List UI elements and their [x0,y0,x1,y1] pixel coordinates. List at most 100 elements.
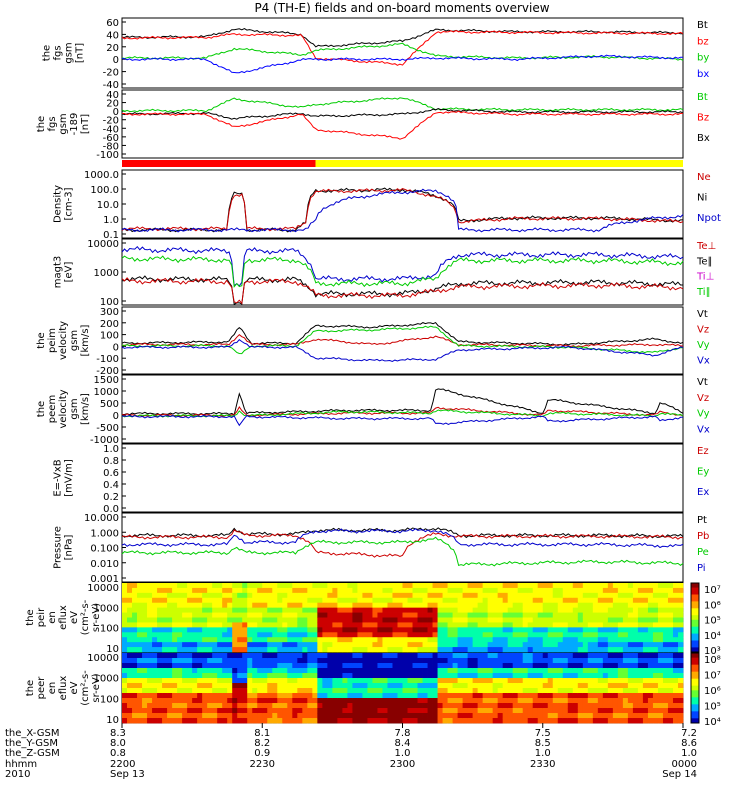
heatmap-cell [227,678,233,684]
heatmap-cell [392,617,398,623]
heatmap-cell [677,597,684,604]
heatmap-cell [187,698,193,704]
y-tick-label: -40 [103,80,119,91]
heatmap-cell [607,612,614,618]
heatmap-cell [527,592,534,599]
heatmap-cell [252,698,258,704]
heatmap-cell [167,663,173,669]
heatmap-cell [612,703,619,709]
heatmap-cell [202,632,208,638]
heatmap-cell [627,627,634,633]
heatmap-cell [317,587,323,594]
heatmap-cell [187,602,193,609]
heatmap-cell [352,693,358,699]
heatmap-cell [557,718,564,724]
heatmap-cell [367,637,373,643]
heatmap-cell [252,642,258,648]
heatmap-cell [362,632,368,638]
heatmap-cell [512,597,519,604]
heatmap-cell [502,587,509,594]
heatmap-cell [617,653,624,659]
heatmap-cell [592,647,599,653]
heatmap-cell [362,637,368,643]
heatmap-cell [207,673,213,679]
heatmap-cell [562,637,569,643]
heatmap-cell [527,627,534,633]
heatmap-cell [272,668,278,674]
heatmap-cell [277,627,283,633]
heatmap-cell [352,617,358,623]
heatmap-cell [502,647,509,653]
heatmap-cell [677,637,684,643]
heatmap-cell [302,587,308,594]
heatmap-cell [427,703,433,709]
heatmap-cell [447,647,453,653]
heatmap-cell [572,627,579,633]
heatmap-cell [212,647,218,653]
heatmap-cell [657,683,664,689]
heatmap-cell [187,653,193,659]
heatmap-cell [327,612,333,618]
y-tick-label: 1000 [94,603,119,614]
heatmap-cell [427,637,433,643]
heatmap-cell [302,688,308,694]
heatmap-cell [312,678,318,684]
heatmap-cell [512,668,519,674]
heatmap-cell [217,583,223,589]
heatmap-cell [562,708,569,714]
heatmap-cell [587,612,594,618]
heatmap-cell [342,688,348,694]
heatmap-cell [427,663,433,669]
heatmap-cell [597,718,604,724]
heatmap-cell [422,642,428,648]
heatmap-cell [612,642,619,648]
heatmap-cell [617,622,624,628]
heatmap-cell [517,647,524,653]
heatmap-cell [487,668,494,674]
heatmap-cell [597,592,604,599]
heatmap-cell [237,663,243,669]
heatmap-cell [492,607,499,613]
heatmap-cell [392,622,398,628]
heatmap-cell [442,627,448,633]
heatmap-cell [577,703,584,709]
heatmap-cell [592,612,599,618]
heatmap-cell [142,592,148,599]
heatmap-cell [617,597,624,604]
heatmap-cell [527,587,534,594]
heatmap-cell [667,673,674,679]
y-axis-label: Pressure[nPa] [53,526,75,569]
heatmap-cell [197,663,203,669]
heatmap-cell [257,673,263,679]
heatmap-cell [502,703,509,709]
heatmap-cell [672,617,679,623]
heatmap-cell [367,708,373,714]
heatmap-cell [577,607,584,613]
heatmap-cell [332,627,338,633]
colorbar-segment [691,664,699,668]
heatmap-cell [297,703,303,709]
heatmap-cell [442,658,448,664]
heatmap-cell [122,693,128,699]
heatmap-cell [277,718,283,724]
heatmap-cell [552,693,559,699]
heatmap-cell [282,653,288,659]
heatmap-cell [502,653,509,659]
heatmap-cell [197,678,203,684]
heatmap-cell [352,663,358,669]
heatmap-cell [542,632,549,638]
heatmap-cell [647,647,654,653]
heatmap-cell [347,587,353,594]
heatmap-cell [522,688,529,694]
heatmap-cell [307,607,313,613]
heatmap-cell [302,718,308,724]
heatmap-cell [347,688,353,694]
heatmap-cell [482,622,489,628]
heatmap-cell [527,642,534,648]
heatmap-cell [562,587,569,594]
heatmap-cell [412,642,418,648]
heatmap-cell [332,683,338,689]
heatmap-cell [327,683,333,689]
heatmap-cell [482,592,489,599]
heatmap-cell [607,647,614,653]
